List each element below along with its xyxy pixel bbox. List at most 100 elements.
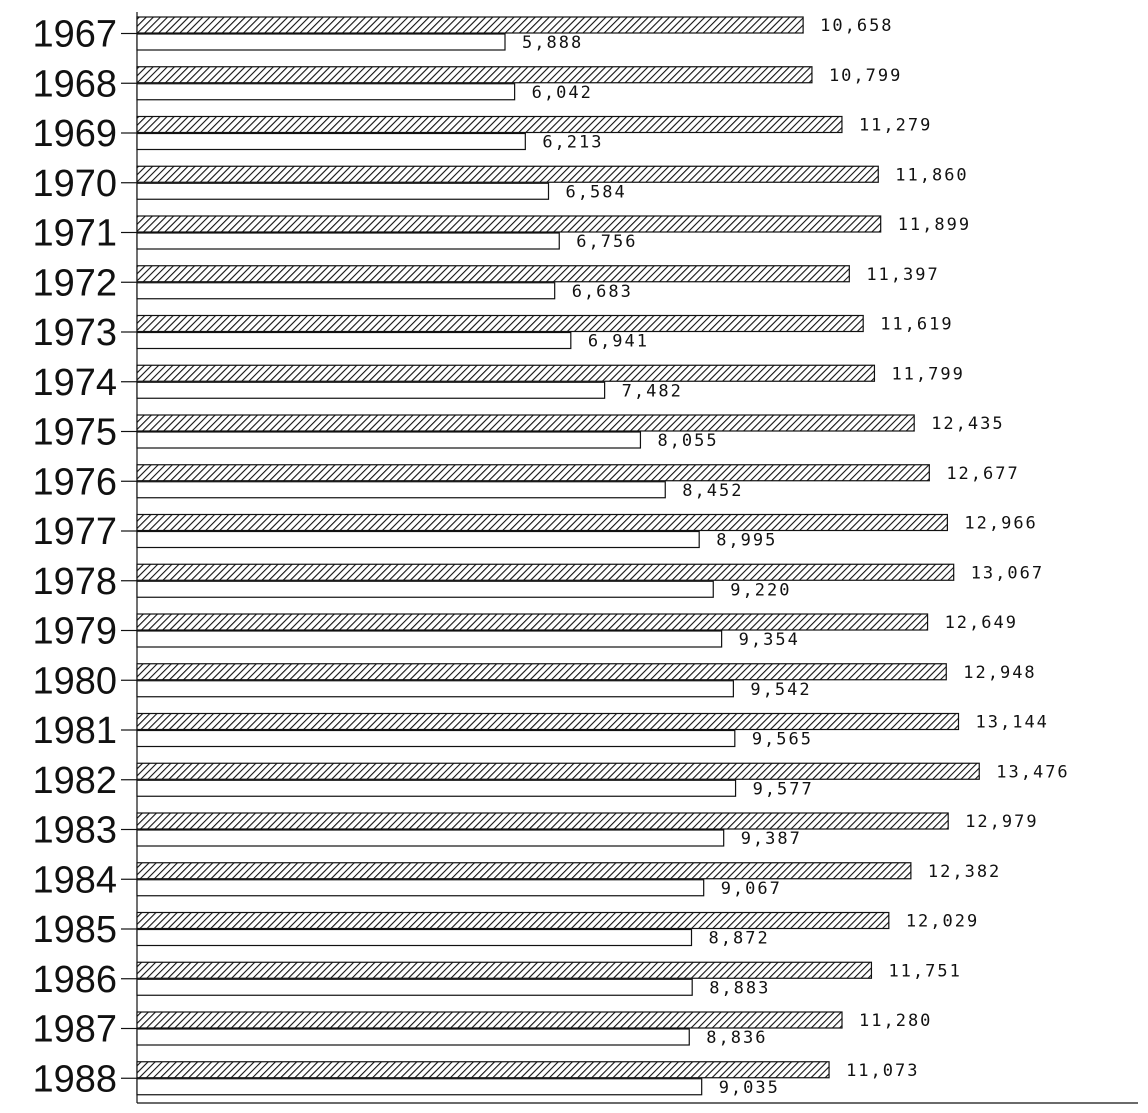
data-label-plain: 6,756 <box>576 232 637 252</box>
bar-hatched <box>136 16 804 34</box>
year-tick-label: 1977 <box>32 511 117 553</box>
data-label-hatched: 12,435 <box>931 414 1004 434</box>
data-label-hatched: 12,677 <box>946 464 1019 484</box>
year-tick-label: 1971 <box>32 213 117 255</box>
bar-plain <box>136 282 556 300</box>
data-label-hatched: 13,144 <box>976 713 1049 733</box>
year-tick-label: 1979 <box>32 611 117 653</box>
data-label-hatched: 11,073 <box>846 1061 919 1081</box>
bar-plain <box>136 928 693 947</box>
year-tick-label: 1967 <box>32 14 117 56</box>
bar-plain <box>136 829 725 847</box>
bars <box>136 16 980 1096</box>
bar-hatched <box>136 613 929 631</box>
data-label-plain: 6,941 <box>588 332 649 352</box>
labels: 1967 10,658 5,888 1968 10,799 6,042 1969 11,279… <box>32 14 1069 1101</box>
bar-plain <box>136 132 526 151</box>
bar-plain <box>136 33 506 51</box>
bar-plain <box>136 83 516 101</box>
data-label-plain: 9,577 <box>753 779 814 799</box>
bar-hatched <box>136 862 912 880</box>
bar-hatched <box>136 663 947 681</box>
data-label-hatched: 13,067 <box>971 563 1044 583</box>
data-label-plain: 9,387 <box>741 829 802 849</box>
data-label-hatched: 12,948 <box>963 663 1036 683</box>
year-tick-label: 1970 <box>32 163 117 205</box>
data-label-plain: 8,836 <box>706 1028 767 1048</box>
bar-hatched <box>136 812 949 830</box>
bar-plain <box>136 630 723 648</box>
data-label-plain: 9,565 <box>752 730 813 750</box>
year-tick-label: 1976 <box>32 461 117 503</box>
bar-plain <box>136 879 705 897</box>
data-label-hatched: 12,029 <box>906 912 979 932</box>
bar-hatched <box>136 464 930 482</box>
data-label-hatched: 11,280 <box>859 1011 932 1031</box>
bar-plain <box>136 580 714 598</box>
bar-hatched <box>136 414 915 432</box>
data-label-hatched: 10,658 <box>820 16 893 36</box>
data-label-hatched: 12,966 <box>964 514 1037 534</box>
data-label-plain: 9,220 <box>730 580 791 600</box>
data-label-plain: 9,067 <box>721 879 782 899</box>
year-tick-label: 1983 <box>32 810 117 852</box>
bar-hatched <box>136 66 813 84</box>
data-label-plain: 9,035 <box>719 1078 780 1098</box>
bar-hatched <box>136 762 980 780</box>
year-tick-label: 1981 <box>32 710 117 752</box>
year-tick-label: 1969 <box>32 113 117 155</box>
bar-plain <box>136 779 737 797</box>
year-tick-label: 1985 <box>32 909 117 951</box>
bar-hatched <box>136 314 864 333</box>
bar-plain <box>136 381 606 399</box>
data-label-plain: 8,872 <box>709 929 770 949</box>
bar-plain <box>136 978 693 996</box>
data-label-plain: 6,213 <box>542 133 603 153</box>
bar-hatched <box>136 165 879 183</box>
bar-plain <box>136 232 560 250</box>
data-label-plain: 8,995 <box>716 531 777 551</box>
bar-plain <box>136 1078 703 1096</box>
bar-plain <box>136 431 642 449</box>
data-label-hatched: 11,799 <box>891 364 964 384</box>
data-label-hatched: 10,799 <box>829 66 902 86</box>
year-tick-label: 1986 <box>32 959 117 1001</box>
data-label-plain: 8,883 <box>709 978 770 998</box>
bar-hatched <box>136 115 843 134</box>
bar-plain <box>136 182 550 200</box>
year-tick-label: 1974 <box>32 362 117 404</box>
year-tick-label: 1987 <box>32 1009 117 1051</box>
data-label-plain: 8,055 <box>657 431 718 451</box>
data-label-plain: 8,452 <box>682 481 743 501</box>
year-tick-label: 1980 <box>32 660 117 702</box>
data-label-plain: 9,354 <box>739 630 800 650</box>
bar-hatched <box>136 1061 830 1079</box>
year-tick-label: 1988 <box>32 1058 117 1100</box>
data-label-hatched: 11,899 <box>898 215 971 235</box>
bar-hatched <box>136 961 873 979</box>
data-label-hatched: 11,279 <box>859 116 932 136</box>
data-label-hatched: 13,476 <box>996 762 1069 782</box>
bar-plain <box>136 729 736 748</box>
data-label-plain: 6,584 <box>566 182 627 202</box>
data-label-plain: 5,888 <box>522 33 583 53</box>
bar-hatched <box>136 563 955 581</box>
data-label-hatched: 11,619 <box>880 315 953 335</box>
data-label-plain: 6,042 <box>532 83 593 103</box>
bar-hatched <box>136 215 882 233</box>
bar-plain <box>136 1028 690 1046</box>
bar-hatched <box>136 911 890 930</box>
bar-hatched <box>136 712 960 731</box>
data-label-hatched: 12,382 <box>928 862 1001 882</box>
year-tick-label: 1978 <box>32 561 117 603</box>
bar-plain <box>136 331 572 350</box>
bar-hatched <box>136 513 948 532</box>
bar-hatched <box>136 1011 843 1029</box>
data-label-hatched: 11,751 <box>888 961 961 981</box>
year-tick-label: 1968 <box>32 63 117 105</box>
data-label-plain: 9,542 <box>750 680 811 700</box>
bar-hatched <box>136 265 850 283</box>
year-tick-label: 1982 <box>32 760 117 802</box>
data-label-plain: 7,482 <box>622 381 683 401</box>
